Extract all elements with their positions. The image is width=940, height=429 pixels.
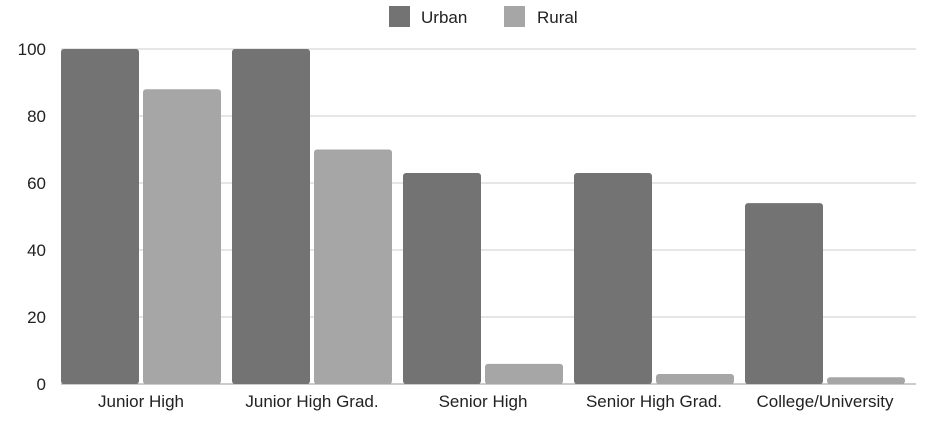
bar-urban-3 [574, 172, 652, 384]
x-tick-label: Senior High Grad. [586, 392, 722, 411]
x-tick-label: Junior High Grad. [245, 392, 378, 411]
bars [61, 49, 905, 384]
x-tick-label: Senior High [439, 392, 528, 411]
axes: 0 20 40 60 80 100 Junior High Junior High Grad.… [18, 40, 894, 411]
y-tick-label: 0 [37, 375, 46, 394]
x-tick-label: Junior High [98, 392, 184, 411]
x-tick-label: College/University [757, 392, 894, 411]
bar-rural-0 [143, 89, 221, 384]
bar-urban-0 [61, 49, 139, 384]
bar-rural-3 [656, 373, 734, 384]
legend-swatch-rural [504, 6, 525, 27]
y-tick-label: 20 [27, 308, 46, 327]
bar-urban-4 [745, 203, 823, 384]
legend-swatch-urban [389, 6, 410, 27]
bar-urban-2 [403, 172, 481, 384]
legend-label-rural: Rural [537, 8, 578, 27]
bar-urban-1 [232, 49, 310, 384]
bar-rural-1 [314, 149, 392, 384]
bar-rural-4 [827, 377, 905, 384]
legend-label-urban: Urban [421, 8, 467, 27]
y-tick-label: 40 [27, 241, 46, 260]
bar-rural-2 [485, 363, 563, 384]
y-tick-label: 100 [18, 40, 46, 59]
y-tick-label: 60 [27, 174, 46, 193]
legend: Urban Rural [389, 6, 578, 27]
y-tick-label: 80 [27, 107, 46, 126]
